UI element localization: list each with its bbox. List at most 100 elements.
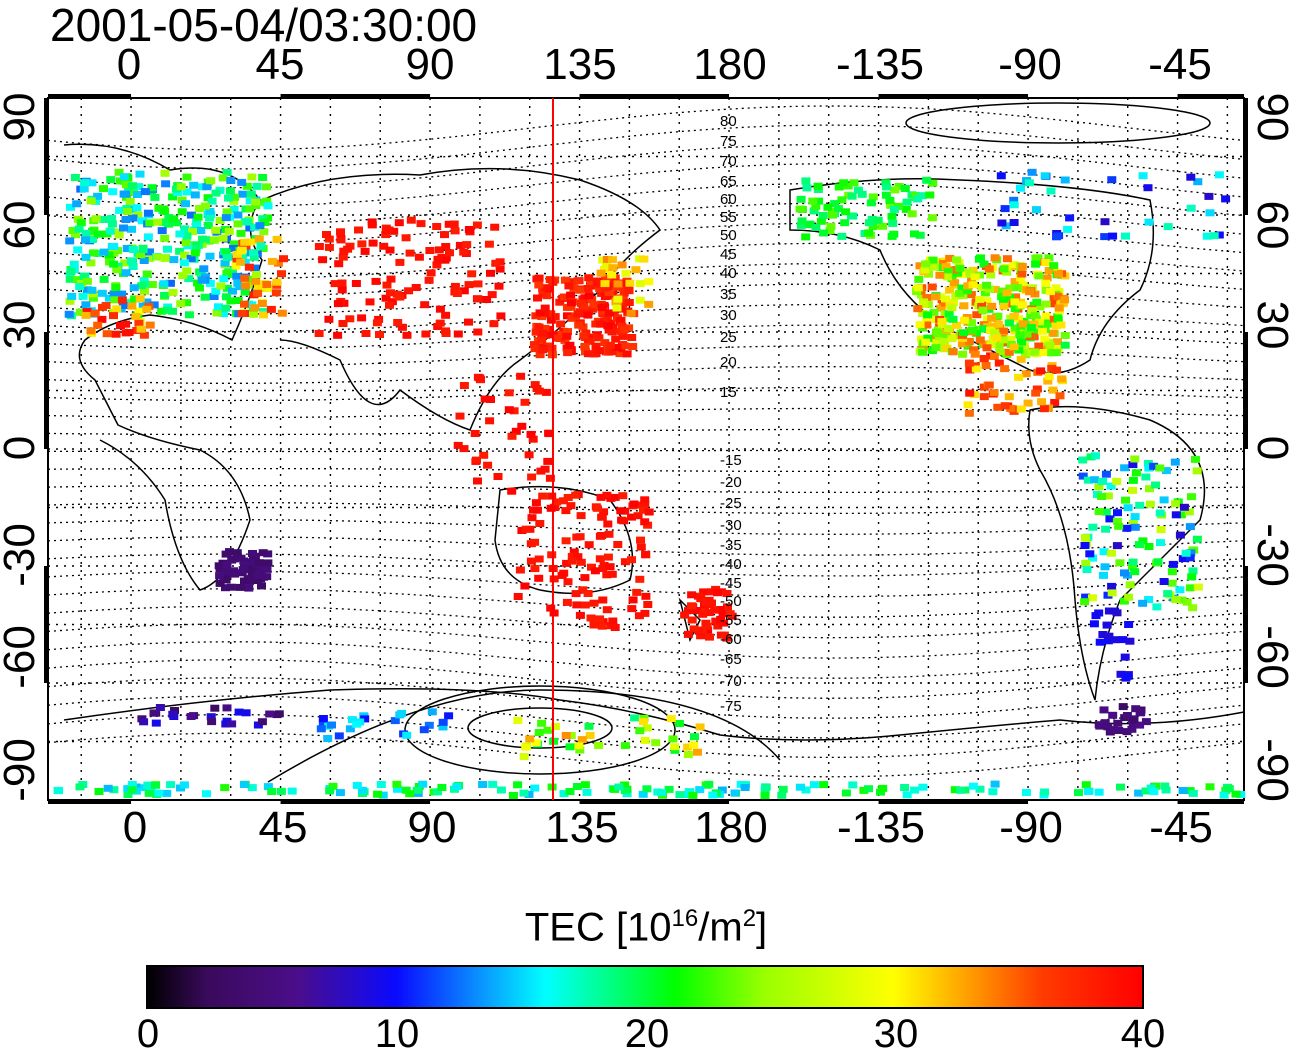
- map-timestamp-title: 2001-05-04/03:30:00: [50, 0, 478, 51]
- tec-pixel: [143, 233, 153, 241]
- tec-pixel: [631, 266, 641, 274]
- tec-pixel: [975, 785, 985, 793]
- tec-pixel: [226, 583, 236, 591]
- tec-pixel: [490, 223, 500, 231]
- tec-pixel: [236, 247, 246, 255]
- tec-pixel: [116, 322, 125, 330]
- tec-pixel: [1186, 549, 1196, 557]
- bottom-lon-tick: -135: [836, 803, 926, 852]
- tec-pixel: [464, 318, 473, 326]
- tec-pixel: [1113, 719, 1123, 727]
- tec-pixel: [258, 215, 268, 223]
- contour-line: [47, 536, 1245, 556]
- tec-pixel: [365, 298, 375, 306]
- tec-pixel: [1219, 791, 1229, 799]
- tec-pixel: [1108, 232, 1118, 240]
- contour-label: -75: [720, 698, 742, 715]
- tec-pixel: [238, 566, 248, 574]
- tec-pixel: [541, 388, 551, 396]
- tec-pixel: [121, 320, 131, 328]
- tec-pixel: [1021, 370, 1031, 378]
- axis-band: [579, 94, 730, 99]
- tec-pixel: [1144, 543, 1154, 550]
- tec-pixel: [336, 236, 346, 244]
- colorbar-tick: 40: [1120, 1012, 1166, 1056]
- tec-pixel: [1193, 583, 1203, 591]
- tec-pixel: [1188, 604, 1198, 612]
- tec-pixel: [473, 477, 482, 485]
- tec-pixel: [1098, 631, 1108, 638]
- tec-pixel: [449, 220, 459, 228]
- tec-pixel: [795, 205, 805, 213]
- tec-pixel: [339, 247, 349, 255]
- tec-pixel: [450, 282, 460, 290]
- tec-pixel: [197, 276, 207, 284]
- tec-pixel: [186, 211, 196, 219]
- tec-pixel: [255, 559, 264, 567]
- tec-pixel: [287, 787, 297, 795]
- tec-pixel: [599, 561, 609, 569]
- tec-pixel: [580, 342, 590, 350]
- tec-pixel: [967, 319, 976, 327]
- tec-pixel: [1030, 311, 1040, 319]
- tec-pixel: [272, 235, 282, 243]
- tec-pixel: [177, 196, 187, 204]
- tec-pixel: [189, 181, 199, 189]
- tec-pixel: [1031, 389, 1041, 397]
- tec-pixel: [864, 229, 874, 237]
- tec-pixel: [265, 710, 275, 718]
- tec-pixel: [998, 336, 1008, 344]
- tec-pixel: [1039, 405, 1049, 413]
- tec-pixel: [583, 350, 593, 358]
- tec-pixel: [86, 327, 96, 335]
- tec-pixel: [387, 298, 397, 306]
- tec-pixel: [527, 514, 537, 522]
- tec-pixel: [1178, 555, 1188, 563]
- tec-pixel: [578, 586, 588, 594]
- tec-pixel: [66, 268, 76, 275]
- tec-pixel: [580, 601, 590, 609]
- tec-pixel: [1082, 566, 1092, 574]
- tec-pixel: [607, 328, 617, 336]
- tec-pixel: [795, 783, 805, 791]
- tec-pixel: [801, 786, 811, 794]
- tec-pixel: [980, 340, 990, 348]
- tec-pixel: [977, 301, 987, 309]
- tec-pixel: [93, 230, 103, 238]
- tec-pixel: [692, 607, 701, 614]
- left-lat-tick: 60: [0, 200, 44, 250]
- tec-pixel: [314, 330, 324, 337]
- tec-pixel: [1146, 784, 1156, 792]
- tec-pixel: [72, 200, 82, 208]
- tec-pixel: [1143, 460, 1153, 467]
- tec-pixel: [719, 619, 729, 627]
- contour-label: 25: [720, 329, 737, 346]
- axis-band: [48, 94, 132, 99]
- tec-pixel: [552, 334, 562, 342]
- tec-pixel: [915, 231, 925, 239]
- tec-pixel: [941, 295, 950, 303]
- tec-pixel: [389, 227, 399, 235]
- tec-pixel: [1094, 483, 1104, 491]
- tec-pixel: [1051, 284, 1061, 292]
- tec-pixel: [573, 553, 583, 561]
- tec-pixel: [620, 326, 630, 333]
- axis-band: [280, 94, 431, 99]
- tec-pixel: [563, 578, 573, 586]
- tec-pixel: [969, 346, 979, 354]
- tec-pixel: [600, 280, 610, 288]
- tec-pixel: [277, 309, 287, 317]
- tec-pixel: [150, 781, 160, 789]
- tec-pixel: [272, 278, 282, 286]
- tec-pixel: [620, 742, 630, 750]
- tec-pixel: [263, 202, 273, 210]
- tec-pixel: [244, 584, 254, 592]
- tec-pixel: [560, 276, 570, 284]
- tec-pixel: [993, 320, 1003, 328]
- tec-pixel: [583, 590, 593, 597]
- tec-pixel: [1002, 255, 1012, 263]
- tec-pixel: [137, 282, 147, 290]
- tec-pixel: [928, 256, 938, 264]
